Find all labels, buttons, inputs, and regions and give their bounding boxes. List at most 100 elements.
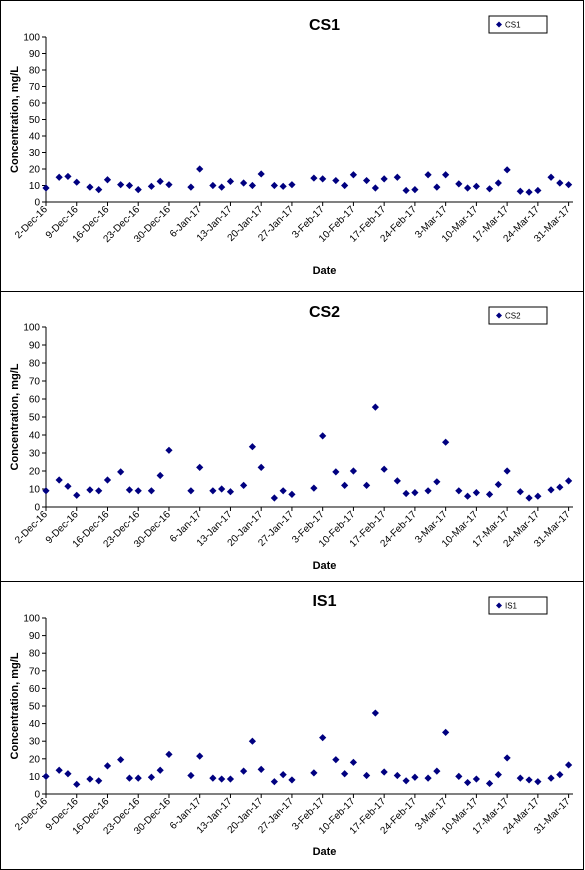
data-point bbox=[64, 172, 72, 181]
data-point bbox=[165, 750, 173, 758]
data-point bbox=[196, 165, 204, 173]
y-tick-label: 10 bbox=[29, 772, 41, 783]
chart-title: IS1 bbox=[312, 593, 336, 610]
data-point bbox=[525, 188, 533, 196]
data-point bbox=[402, 777, 410, 785]
y-tick-label: 80 bbox=[29, 649, 41, 660]
data-point bbox=[424, 487, 432, 495]
data-point bbox=[196, 752, 204, 760]
y-tick-label: 80 bbox=[29, 359, 41, 370]
data-point bbox=[248, 443, 257, 451]
data-point bbox=[534, 492, 542, 500]
data-point bbox=[103, 476, 112, 484]
data-point bbox=[209, 487, 217, 495]
data-point bbox=[411, 489, 419, 497]
legend-label: CS1 bbox=[505, 21, 521, 30]
data-point bbox=[380, 465, 388, 473]
data-point bbox=[134, 186, 142, 194]
data-point bbox=[310, 769, 318, 777]
data-point bbox=[95, 777, 103, 785]
data-point bbox=[156, 766, 164, 774]
data-point bbox=[209, 774, 217, 782]
data-point bbox=[64, 482, 72, 490]
data-point bbox=[411, 773, 419, 781]
data-point bbox=[380, 175, 388, 183]
data-point bbox=[556, 771, 564, 779]
data-point bbox=[464, 492, 472, 500]
data-point bbox=[485, 185, 494, 193]
data-point bbox=[55, 173, 63, 181]
chart-title: CS1 bbox=[309, 17, 340, 34]
data-point bbox=[472, 775, 480, 783]
data-point bbox=[455, 772, 463, 780]
y-tick-label: 0 bbox=[34, 790, 40, 801]
data-point bbox=[117, 756, 125, 764]
x-axis-label: Date bbox=[313, 846, 337, 858]
data-point bbox=[165, 181, 173, 189]
data-point bbox=[371, 403, 379, 411]
data-point bbox=[257, 765, 265, 773]
data-point bbox=[494, 480, 502, 489]
data-point bbox=[257, 170, 265, 178]
data-point bbox=[288, 181, 296, 189]
legend-marker bbox=[496, 312, 502, 319]
data-point bbox=[464, 184, 472, 192]
data-point bbox=[371, 709, 379, 717]
legend-box bbox=[488, 15, 548, 34]
data-point bbox=[73, 491, 81, 499]
data-point bbox=[411, 186, 419, 194]
data-point bbox=[86, 183, 94, 191]
data-point bbox=[556, 179, 564, 187]
y-tick-label: 100 bbox=[23, 323, 40, 334]
legend-box bbox=[488, 306, 548, 325]
data-point bbox=[319, 432, 327, 440]
data-point bbox=[516, 488, 524, 496]
data-point bbox=[516, 774, 524, 782]
chart-svg-cs2: CS201020304050607080901002-Dec-169-Dec-1… bbox=[9, 304, 573, 572]
data-point bbox=[442, 171, 450, 179]
y-tick-label: 0 bbox=[34, 503, 40, 514]
data-point bbox=[341, 481, 349, 489]
legend-label: IS1 bbox=[505, 602, 518, 611]
data-point bbox=[565, 477, 573, 485]
data-point bbox=[362, 176, 371, 185]
data-point bbox=[362, 771, 371, 780]
data-point bbox=[103, 762, 112, 770]
data-point bbox=[42, 487, 50, 495]
y-tick-label: 50 bbox=[29, 413, 41, 424]
chart-panel-cs1: CS1 0 10 20 30 40 50 60 70 80 90 100 2-Dec-16 9-Dec-1… bbox=[0, 0, 584, 292]
data-point bbox=[270, 778, 278, 786]
chart-title: CS2 bbox=[309, 304, 340, 321]
data-point bbox=[464, 778, 472, 787]
data-point bbox=[349, 758, 358, 766]
y-tick-label: 70 bbox=[29, 377, 41, 388]
data-point bbox=[556, 483, 564, 491]
chart-panel-cs2: CS2 0 10 20 30 40 50 60 70 80 90 100 2-Dec-16 9-Dec-1… bbox=[0, 291, 584, 582]
y-tick-label: 10 bbox=[29, 485, 41, 496]
y-tick-label: 50 bbox=[29, 702, 41, 713]
data-point bbox=[341, 181, 349, 190]
data-point bbox=[218, 183, 226, 191]
data-point bbox=[226, 177, 235, 185]
data-point bbox=[147, 182, 155, 190]
data-point bbox=[393, 771, 401, 780]
y-tick-label: 30 bbox=[29, 449, 41, 460]
data-point bbox=[547, 173, 555, 181]
data-point bbox=[349, 171, 358, 179]
y-tick-label: 20 bbox=[29, 165, 41, 176]
data-point bbox=[393, 477, 401, 485]
data-point bbox=[424, 774, 432, 782]
data-point bbox=[472, 489, 480, 497]
data-point bbox=[248, 181, 257, 190]
y-tick-label: 90 bbox=[29, 341, 41, 352]
data-point bbox=[442, 438, 450, 446]
data-point bbox=[516, 187, 524, 195]
y-tick-label: 40 bbox=[29, 719, 41, 730]
y-tick-label: 70 bbox=[29, 82, 41, 93]
data-point bbox=[433, 478, 441, 486]
data-point bbox=[156, 471, 164, 480]
data-point bbox=[270, 494, 278, 502]
legend-label: CS2 bbox=[505, 312, 521, 321]
data-point bbox=[226, 775, 235, 783]
data-point bbox=[55, 476, 63, 484]
